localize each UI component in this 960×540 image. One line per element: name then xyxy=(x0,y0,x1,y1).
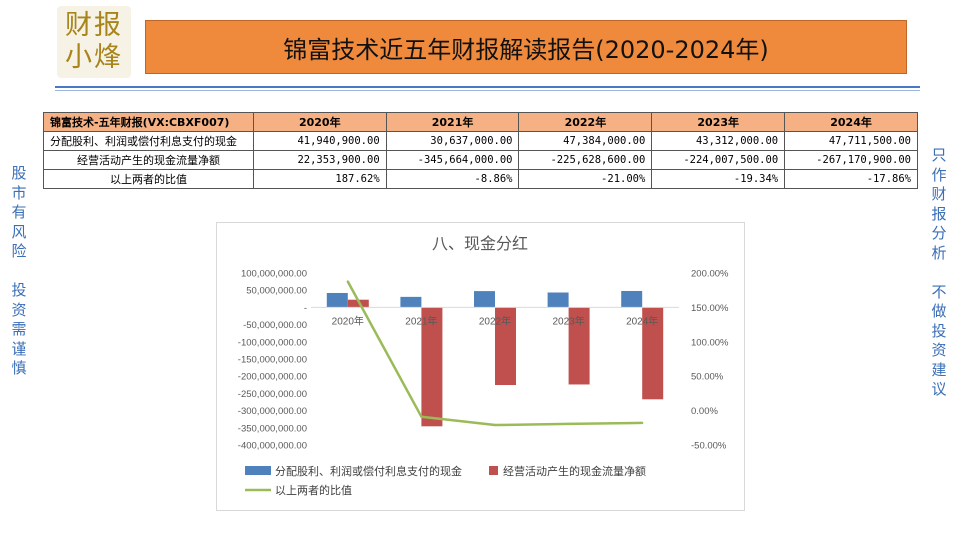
y-left-tick-label: -100,000,000.00 xyxy=(238,337,307,348)
table-cell: -224,007,500.00 xyxy=(651,150,786,170)
table-cell: -8.86% xyxy=(385,169,520,189)
y-left-tick-label: - xyxy=(304,303,307,314)
y-right-tick-label: 50.00% xyxy=(691,372,724,383)
table-header-row: 锦富技术-五年财报(VX:CBXF007) 2020年 2021年 2022年 … xyxy=(43,112,918,132)
y-left-tick-label: -300,000,000.00 xyxy=(238,406,307,417)
y-left-tick-label: -50,000,000.00 xyxy=(243,320,307,331)
table-cell: -345,664,000.00 xyxy=(385,150,520,170)
report-title-banner: 锦富技术近五年财报解读报告(2020-2024年) xyxy=(145,20,907,74)
line-ratio-point xyxy=(567,422,570,426)
chart-title: 八、现金分红 xyxy=(432,235,528,253)
table-header-cell: 2021年 xyxy=(385,112,520,132)
table-cell: -17.86% xyxy=(784,169,918,189)
y-right-tick-label: 200.00% xyxy=(691,269,729,280)
y-left-tick-label: 100,000,000.00 xyxy=(241,269,307,280)
line-ratio-point xyxy=(493,423,497,427)
side-note-right: 只作财报分析 不做投资建议 xyxy=(930,146,948,400)
table-cell: 43,312,000.00 xyxy=(651,131,786,151)
y-right-tick-label: 150.00% xyxy=(691,303,729,314)
table-row-label: 分配股利、利润或偿付利息支付的现金 xyxy=(43,131,254,151)
table-cell: -19.34% xyxy=(651,169,786,189)
bar-dividend-paid xyxy=(326,292,348,308)
financial-table: 锦富技术-五年财报(VX:CBXF007) 2020年 2021年 2022年 … xyxy=(43,112,918,189)
cash-dividend-chart: 八、现金分红 100,000,000.00 50,000,000.00 - -50,00… xyxy=(216,222,745,511)
table-cell: -267,170,900.00 xyxy=(784,150,918,170)
x-tick-label: 2022年 xyxy=(479,314,511,327)
side-note-left-2: 投资需谨慎 xyxy=(11,281,27,377)
y-left-tick-label: -200,000,000.00 xyxy=(238,372,307,383)
divider-line-thin xyxy=(55,90,920,91)
table-header-cell: 2023年 xyxy=(651,112,786,132)
table-row: 以上两者的比值 187.62% -8.86% -21.00% -19.34% -… xyxy=(43,169,918,189)
bar-operating-cash-flow xyxy=(347,299,369,308)
bar-dividend-paid xyxy=(400,296,422,308)
table-cell: 30,637,000.00 xyxy=(385,131,520,151)
table-header-cell: 锦富技术-五年财报(VX:CBXF007) xyxy=(43,112,254,132)
report-title: 锦富技术近五年财报解读报告(2020-2024年) xyxy=(283,35,769,64)
side-note-left-1: 股市有风险 xyxy=(11,164,27,260)
bar-operating-cash-flow xyxy=(495,307,516,386)
table-cell: -21.00% xyxy=(518,169,653,189)
table-row-label: 经营活动产生的现金流量净额 xyxy=(43,150,254,170)
bar-dividend-paid xyxy=(547,292,569,308)
y-right-tick-label: -50.00% xyxy=(691,441,727,452)
logo-line1: 财报 xyxy=(65,10,123,41)
table-row-label: 以上两者的比值 xyxy=(43,169,254,189)
y-left-tick-label: -350,000,000.00 xyxy=(238,423,307,434)
logo: 财报 小烽 xyxy=(57,6,131,78)
y-left-tick-label: -250,000,000.00 xyxy=(238,389,307,400)
table-header-cell: 2020年 xyxy=(252,112,387,132)
table-row: 分配股利、利润或偿付利息支付的现金 41,940,900.00 30,637,0… xyxy=(43,131,918,151)
x-tick-label: 2021年 xyxy=(405,314,437,327)
table-cell: 187.62% xyxy=(252,169,387,189)
side-note-left: 股市有风险 投资需谨慎 xyxy=(10,164,28,379)
divider-line xyxy=(55,86,920,88)
x-tick-label: 2020年 xyxy=(332,314,364,327)
y-left-tick-label: -150,000,000.00 xyxy=(238,355,307,366)
x-tick-label: 2024年 xyxy=(626,314,658,327)
line-ratio-point xyxy=(641,421,644,425)
y-left-tick-label: 50,000,000.00 xyxy=(246,286,307,297)
legend-label: 经营活动产生的现金流量净额 xyxy=(503,464,646,478)
table-cell: 41,940,900.00 xyxy=(252,131,387,151)
logo-line2: 小烽 xyxy=(65,42,123,73)
line-ratio-point xyxy=(346,280,349,283)
bar-dividend-paid xyxy=(474,291,495,308)
side-note-right-2: 不做投资建议 xyxy=(931,282,947,399)
y-right-tick-label: 0.00% xyxy=(691,406,718,417)
table-cell: 22,353,900.00 xyxy=(252,150,387,170)
x-tick-label: 2023年 xyxy=(552,314,584,327)
bar-operating-cash-flow xyxy=(642,307,664,400)
table-cell: -225,628,600.00 xyxy=(518,150,653,170)
table-cell: 47,384,000.00 xyxy=(518,131,653,151)
line-ratio-point xyxy=(420,415,423,418)
table-cell: 47,711,500.00 xyxy=(784,131,918,151)
legend-swatch-operating-cash-flow xyxy=(489,466,498,475)
legend-label: 以上两者的比值 xyxy=(275,483,352,497)
legend-swatch-dividend-paid xyxy=(245,466,271,475)
chart-svg: 八、现金分红 100,000,000.00 50,000,000.00 - -50,00… xyxy=(238,235,729,497)
table-row: 经营活动产生的现金流量净额 22,353,900.00 -345,664,000… xyxy=(43,150,918,170)
legend-label: 分配股利、利润或偿付利息支付的现金 xyxy=(275,464,462,478)
bar-operating-cash-flow xyxy=(421,307,443,427)
side-note-right-1: 只作财报分析 xyxy=(931,146,947,262)
table-header-cell: 2024年 xyxy=(784,112,918,132)
y-right-tick-label: 100.00% xyxy=(691,337,729,348)
bar-operating-cash-flow xyxy=(568,307,590,385)
y-left-tick-label: -400,000,000.00 xyxy=(238,441,307,452)
bar-dividend-paid xyxy=(621,290,643,308)
table-header-cell: 2022年 xyxy=(518,112,653,132)
